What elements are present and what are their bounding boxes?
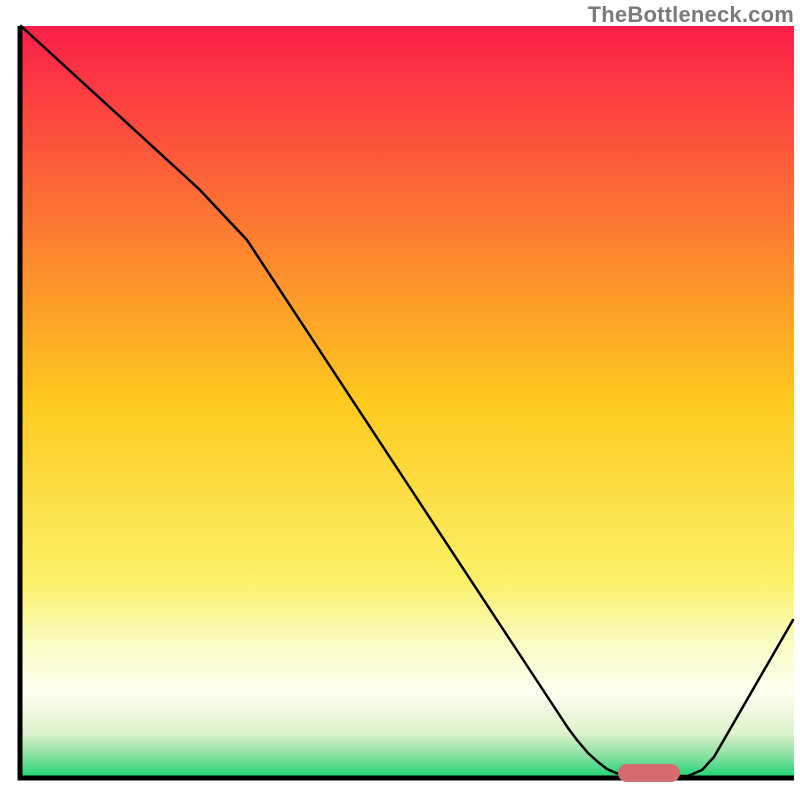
watermark-text: TheBottleneck.com (588, 2, 794, 28)
chart-container: { "watermark": { "text": "TheBottleneck.… (0, 0, 800, 800)
optimal-range-marker (618, 764, 680, 782)
bottleneck-chart (0, 0, 800, 800)
plot-background (20, 26, 794, 778)
